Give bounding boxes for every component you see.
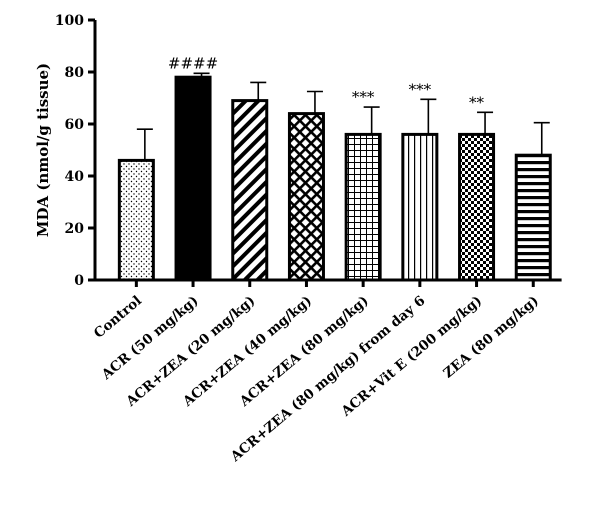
bar bbox=[117, 158, 155, 282]
category-label: ACR (50 mg/kg) bbox=[98, 293, 202, 384]
bar bbox=[231, 99, 269, 282]
category-label: ZEA (80 mg/kg) bbox=[440, 293, 541, 382]
y-tick-label: 20 bbox=[65, 221, 85, 237]
y-tick-label: 0 bbox=[74, 273, 84, 289]
category-label: Control bbox=[91, 293, 145, 342]
bar bbox=[344, 132, 382, 282]
y-axis-title: MDA (nmol/g tissue) bbox=[34, 63, 52, 237]
y-tick-label: 40 bbox=[65, 169, 85, 185]
y-axis: 0 20 40 60 80 100 bbox=[55, 13, 97, 289]
bar bbox=[401, 132, 439, 282]
significance-label: *** bbox=[409, 80, 432, 98]
bar bbox=[174, 75, 212, 282]
significance-label: #### bbox=[168, 54, 218, 72]
bar bbox=[287, 112, 325, 282]
bar bbox=[514, 153, 552, 282]
y-tick-label: 60 bbox=[65, 117, 85, 133]
bar bbox=[458, 132, 496, 282]
y-tick-label: 100 bbox=[55, 13, 84, 29]
significance-label: ** bbox=[469, 93, 485, 111]
bars: ####*** ***** bbox=[117, 54, 552, 282]
significance-label: *** bbox=[352, 88, 375, 106]
y-tick-label: 80 bbox=[65, 65, 85, 81]
